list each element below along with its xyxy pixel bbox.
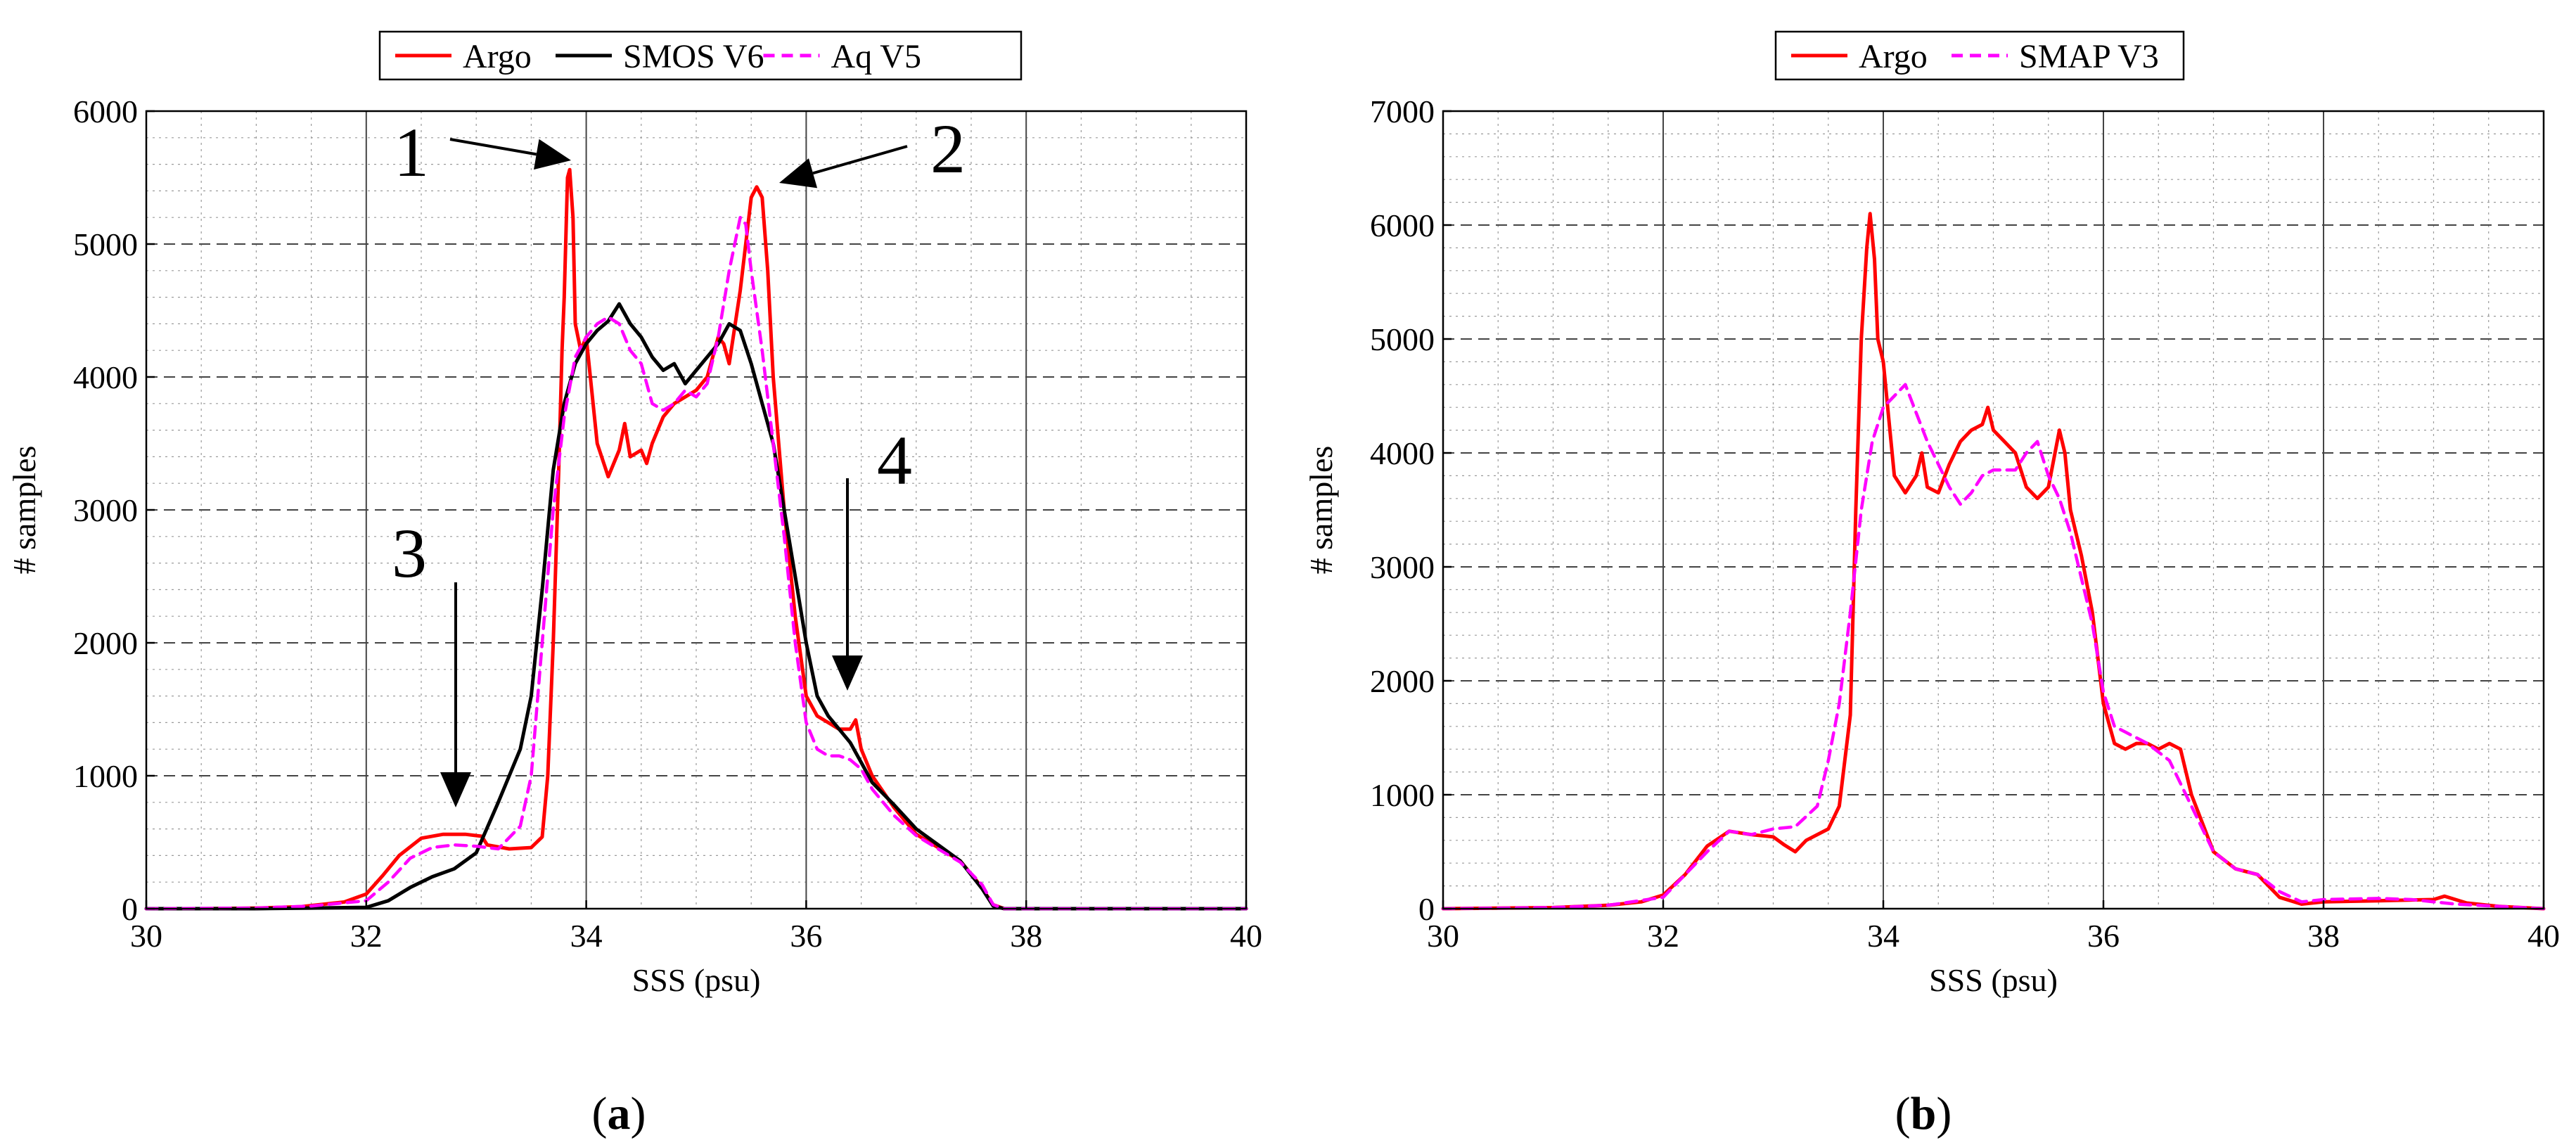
panel-b-label-close: ) bbox=[1936, 1088, 1952, 1139]
panel-b-y-tick-label: 6000 bbox=[1370, 207, 1435, 243]
panel-a-annotation-label-3: 3 bbox=[392, 514, 427, 592]
panel-a-label-open: ( bbox=[592, 1088, 608, 1139]
panel-a-annotation-arrow-4-head bbox=[832, 655, 863, 691]
panel-b-legend-label-smap-v3: SMAP V3 bbox=[2019, 38, 2159, 75]
panel-b-label-letter: b bbox=[1911, 1088, 1937, 1139]
panel-b-series-smap-v3-line bbox=[1441, 383, 2546, 911]
panel-b-legend: Argo SMAP V3 bbox=[1774, 30, 2185, 81]
panel-a-label-close: ) bbox=[631, 1088, 646, 1139]
panel-a-y-tick-label: 1000 bbox=[73, 758, 138, 794]
panel-b-chart: 30 32 34 36 38 40 0 1000 2000 3000 4000 5000 6000 700… bbox=[1303, 30, 2560, 1139]
panel-b-y-tick-label: 0 bbox=[1418, 891, 1435, 927]
panel-a-x-tick-label: 34 bbox=[570, 918, 603, 954]
panel-a-x-tick-label: 32 bbox=[350, 918, 383, 954]
panel-a-annotation-label-4: 4 bbox=[877, 421, 912, 499]
panel-b-x-tick-label: 38 bbox=[2307, 918, 2340, 954]
panel-b-x-tick-label: 32 bbox=[1647, 918, 1679, 954]
panel-a-annotation-arrow-2-head bbox=[779, 158, 818, 188]
panel-a-y-tick-label: 3000 bbox=[73, 492, 138, 528]
panel-a-legend: Argo SMOS V6 Aq V5 bbox=[378, 30, 1023, 81]
panel-b-y-tick-label: 3000 bbox=[1370, 549, 1435, 585]
panel-a-x-tick-label: 40 bbox=[1230, 918, 1262, 954]
panel-b-x-tick-label: 36 bbox=[2087, 918, 2120, 954]
panel-b-y-tick-label: 2000 bbox=[1370, 663, 1435, 699]
panel-b-y-axis-label: # samples bbox=[1303, 446, 1339, 575]
panel-b-series bbox=[1441, 212, 2546, 911]
panel-a-x-axis-label: SSS (psu) bbox=[632, 962, 761, 998]
panel-a-legend-label-argo: Argo bbox=[463, 38, 532, 75]
panel-a-series-aq-v5-line bbox=[144, 215, 1248, 911]
panel-a-annotation-arrow-1-shaft bbox=[449, 138, 537, 156]
panel-a-annotation-label-2: 2 bbox=[930, 110, 966, 188]
panel-a-x-tick-label: 30 bbox=[130, 918, 162, 954]
panel-b-x-tick-label: 30 bbox=[1427, 918, 1459, 954]
panel-b-x-tick-label: 34 bbox=[1867, 918, 1899, 954]
panel-a-legend-box bbox=[378, 30, 1023, 81]
panel-a-y-tick-label: 4000 bbox=[73, 359, 138, 395]
panel-a-annotation-arrow-2-shaft bbox=[812, 145, 908, 175]
panel-b-y-tick-label: 7000 bbox=[1370, 94, 1435, 129]
panel-a-y-tick-label: 0 bbox=[122, 891, 138, 927]
panel-a-series-smos-v6-line bbox=[144, 302, 1248, 911]
panel-b-x-axis-label: SSS (psu) bbox=[1929, 962, 2058, 998]
panel-a-annotation-arrow-1-head bbox=[534, 139, 571, 170]
panel-b-grid bbox=[1443, 111, 2544, 909]
panel-a-grid bbox=[146, 111, 1246, 909]
panel-a-legend-label-aq-v5: Aq V5 bbox=[831, 38, 921, 75]
panel-a-y-tick-label: 6000 bbox=[73, 94, 138, 129]
panel-b-label: (b) bbox=[1895, 1088, 1952, 1139]
panel-a-label-letter: a bbox=[608, 1088, 631, 1139]
panel-b-y-tick-label: 4000 bbox=[1370, 435, 1435, 471]
panel-a-y-tick-label: 5000 bbox=[73, 226, 138, 262]
panel-a-annotation-arrow-3-head bbox=[440, 772, 471, 807]
panel-a-x-tick-label: 38 bbox=[1010, 918, 1042, 954]
panel-b-plot-frame bbox=[1442, 110, 2545, 910]
panel-a-legend-label-smos-v6: SMOS V6 bbox=[623, 38, 764, 75]
panel-b-axis-ticks: 30 32 34 36 38 40 0 1000 2000 3000 4000 5000 6000 700… bbox=[1370, 94, 2560, 954]
panel-a-annotations: 1 2 3 4 bbox=[392, 110, 966, 807]
panel-a-label: (a) bbox=[592, 1088, 646, 1139]
panel-b-y-tick-label: 1000 bbox=[1370, 777, 1435, 813]
panel-a-series bbox=[144, 167, 1248, 911]
panel-b-y-tick-label: 5000 bbox=[1370, 321, 1435, 357]
panel-b-x-tick-label: 40 bbox=[2527, 918, 2560, 954]
panel-b-label-open: ( bbox=[1895, 1088, 1911, 1139]
panel-b-series-argo-line bbox=[1441, 212, 2546, 911]
panel-a-annotation-label-1: 1 bbox=[394, 113, 429, 191]
panel-b-legend-label-argo: Argo bbox=[1859, 38, 1928, 75]
panel-a-y-axis-label: # samples bbox=[6, 446, 42, 575]
panel-a-x-tick-label: 36 bbox=[790, 918, 822, 954]
panel-a-y-tick-label: 2000 bbox=[73, 625, 138, 661]
panel-a-series-argo-line bbox=[144, 167, 1248, 911]
